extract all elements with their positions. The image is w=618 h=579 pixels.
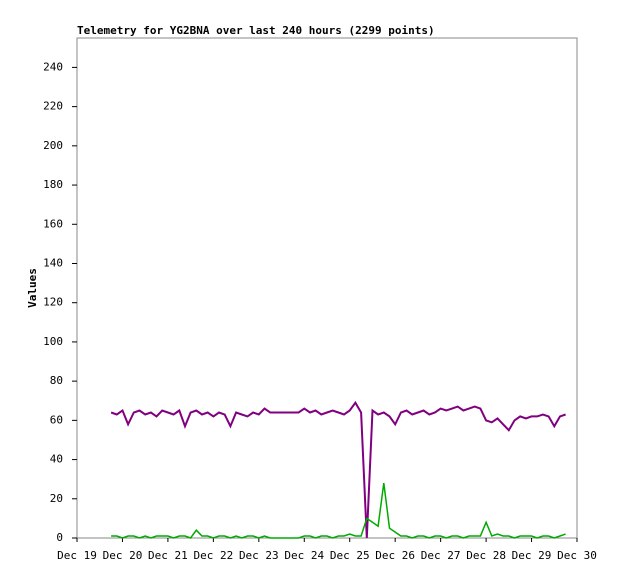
y-tick-label: 200 — [43, 139, 63, 152]
y-tick-label: 60 — [50, 413, 63, 426]
y-tick-label: 180 — [43, 178, 63, 191]
y-tick-label: 220 — [43, 100, 63, 113]
y-tick-label: 100 — [43, 335, 63, 348]
x-tick-label: Dec 24 — [284, 549, 324, 562]
x-tick-label: Dec 25 — [330, 549, 370, 562]
x-tick-label: Dec 26 — [375, 549, 415, 562]
y-tick-label: 20 — [50, 492, 63, 505]
plot-frame — [76, 37, 578, 539]
x-tick-label: Dec 30 — [557, 549, 597, 562]
y-tick-label: 80 — [50, 374, 63, 387]
x-tick-label: Dec 27 — [421, 549, 461, 562]
series-line — [111, 483, 566, 539]
x-tick-label: Dec 23 — [239, 549, 279, 562]
y-tick-label: 120 — [43, 296, 63, 309]
y-tick-label: 160 — [43, 217, 63, 230]
x-tick-label: Dec 20 — [103, 549, 143, 562]
y-tick-label: 240 — [43, 60, 63, 73]
series-line — [110, 400, 566, 539]
y-tick-label: 40 — [50, 453, 63, 466]
x-tick-label: Dec 21 — [148, 549, 188, 562]
y-tick-label: 140 — [43, 256, 63, 269]
x-tick-label: Dec 19 — [57, 549, 97, 562]
chart-title: Telemetry for YG2BNA over last 240 hours… — [77, 24, 435, 37]
y-axis-label: Values — [26, 268, 39, 308]
y-tick-label: 0 — [56, 531, 63, 544]
x-tick-label: Dec 29 — [512, 549, 552, 562]
x-tick-label: Dec 22 — [193, 549, 233, 562]
x-tick-label: Dec 28 — [466, 549, 506, 562]
